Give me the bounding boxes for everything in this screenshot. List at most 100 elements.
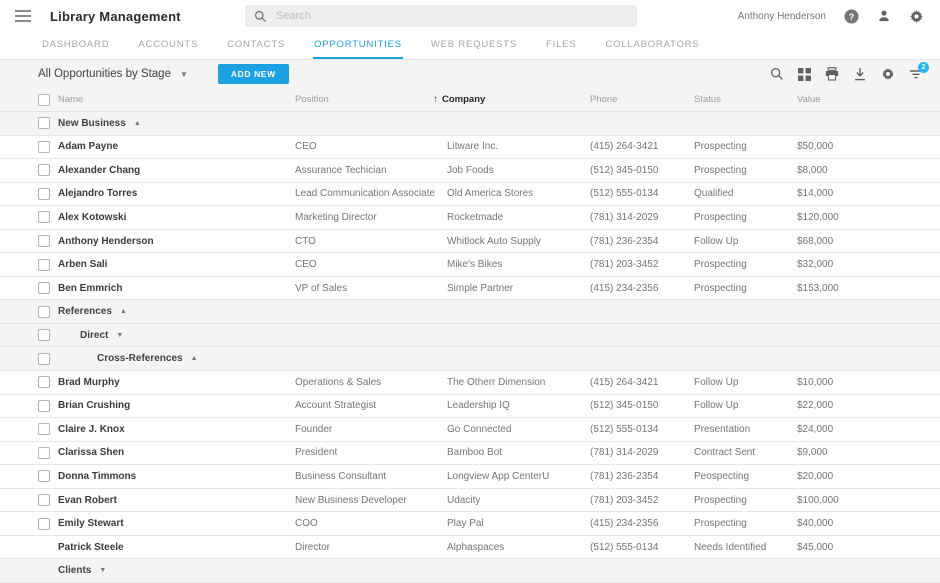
table-row-alejandro-torres[interactable]: Alejandro Torres Lead Communication Assoc…	[0, 182, 940, 207]
chevron-down-icon: ▼	[179, 69, 188, 79]
tab-bar: DASHBOARD ACCOUNTS CONTACTS OPPORTUNITIES WE…	[0, 32, 940, 60]
group-row-direct[interactable]: Direct ▼	[0, 323, 940, 348]
column-header-name[interactable]: Name	[58, 94, 84, 105]
cell-value: $50,000	[797, 141, 834, 153]
cell-phone: (512) 555-0134	[590, 541, 659, 553]
row-checkbox[interactable]	[38, 494, 50, 507]
help-icon[interactable]: ?	[844, 9, 859, 24]
table-row-clarissa-shen[interactable]: Clarissa Shen President Bamboo Bot (781) 31…	[0, 441, 940, 466]
table-row-anthony-henderson[interactable]: Anthony Henderson CTO Whitlock Auto Supply…	[0, 229, 940, 254]
row-checkbox[interactable]	[38, 235, 50, 247]
cell-phone: (781) 314-2029	[590, 447, 659, 459]
row-checkbox[interactable]	[38, 470, 50, 483]
table-row-claire-j-knox[interactable]: Claire J. Knox Founder Go Connected (512) 5…	[0, 418, 940, 442]
group-row-cross-references[interactable]: Cross-References ▲	[0, 347, 940, 372]
column-header-company[interactable]: ↑ Company	[433, 94, 486, 105]
cell-phone: (512) 555-0134	[590, 423, 659, 435]
row-checkbox[interactable]	[38, 117, 50, 130]
table-row-emily-stewart[interactable]: Emily Stewart COO Play Pal (415) 234-2356 Pr…	[0, 512, 940, 536]
row-checkbox[interactable]	[38, 282, 50, 295]
select-all-checkbox[interactable]	[38, 93, 50, 106]
table-row-brad-murphy[interactable]: Brad Murphy Operations & Sales The Otherr …	[0, 371, 940, 395]
cell-company: Old America Stores	[447, 188, 534, 200]
search-bar[interactable]	[245, 5, 637, 27]
cell-name: Alex Kotowski	[58, 211, 127, 223]
tab-accounts[interactable]: ACCOUNTS	[138, 39, 199, 50]
filter-icon[interactable]: 2	[909, 62, 929, 81]
table-row-patrick-steele[interactable]: Patrick Steele Director Alphaspaces (512) 5…	[0, 535, 940, 560]
group-row-references[interactable]: References ▲	[0, 300, 940, 324]
tab-contacts[interactable]: CONTACTS	[227, 39, 286, 50]
row-checkbox[interactable]	[38, 164, 50, 177]
group-caret-icon[interactable]: ▲	[119, 308, 127, 316]
table-row-ben-emmrich[interactable]: Ben Emmrich VP of Sales Simple Partner (415…	[0, 276, 940, 301]
search-icon[interactable]	[770, 67, 784, 81]
add-new-button[interactable]: ADD NEW	[217, 64, 289, 84]
cell-name: Alexander Chang	[58, 164, 141, 176]
group-row-clients[interactable]: Clients ▼	[0, 559, 940, 583]
menu-icon[interactable]	[15, 10, 31, 22]
svg-text:?: ?	[849, 11, 855, 21]
tab-dashboard[interactable]: DASHBOARD	[42, 39, 110, 50]
column-header-phone[interactable]: Phone	[590, 94, 618, 105]
grid-view-icon[interactable]	[798, 67, 811, 81]
row-checkbox[interactable]	[38, 211, 50, 224]
view-selector-dropdown[interactable]: All Opportunities by Stage ▼	[38, 68, 188, 80]
row-checkbox[interactable]	[38, 258, 50, 271]
cell-status: Prospecting	[694, 164, 747, 176]
tab-opportunities[interactable]: OPPORTUNITIES	[313, 32, 403, 59]
row-checkbox[interactable]	[38, 376, 50, 389]
cell-name: Patrick Steele	[58, 541, 124, 553]
table-row-brian-crushing[interactable]: Brian Crushing Account Strategist Leadersh…	[0, 394, 940, 419]
cell-status: Prospecting	[694, 141, 747, 153]
group-caret-icon[interactable]: ▼	[116, 331, 124, 339]
settings-icon[interactable]	[881, 67, 895, 81]
download-icon[interactable]	[853, 67, 867, 81]
cell-company: Longview App CenterU	[447, 470, 550, 482]
row-checkbox[interactable]	[38, 423, 50, 436]
row-checkbox[interactable]	[38, 352, 50, 365]
column-header-position[interactable]: Position	[295, 94, 329, 105]
column-header-status[interactable]: Status	[694, 94, 721, 105]
row-checkbox[interactable]	[38, 305, 50, 318]
column-header-value[interactable]: Value	[797, 94, 821, 105]
cell-position: Marketing Director	[295, 211, 377, 223]
group-label: New Business	[58, 117, 126, 129]
row-checkbox[interactable]	[38, 187, 50, 200]
table-row-alexander-chang[interactable]: Alexander Chang Assurance Techician Job Fo…	[0, 159, 940, 183]
cell-name: Donna Timmons	[58, 470, 137, 482]
cell-status: Presentation	[694, 423, 751, 435]
row-checkbox[interactable]	[38, 399, 50, 412]
row-checkbox[interactable]	[38, 517, 50, 530]
table-row-evan-robert[interactable]: Evan Robert New Business Developer Udacity…	[0, 488, 940, 513]
cell-status: Follow Up	[694, 235, 739, 247]
cell-company: Udacity	[447, 494, 481, 506]
user-name[interactable]: Anthony Henderson	[737, 10, 826, 22]
group-row-new-business[interactable]: New Business ▲	[0, 112, 940, 136]
search-icon	[254, 10, 267, 23]
account-icon[interactable]	[877, 9, 891, 23]
row-checkbox[interactable]	[38, 140, 50, 153]
tab-web-requests[interactable]: WEB REQUESTS	[430, 39, 518, 50]
group-label: Direct	[80, 329, 109, 341]
tab-files[interactable]: FILES	[546, 39, 577, 50]
app-bar: Library Management Anthony Henderson ?	[0, 0, 940, 32]
table-row-adam-payne[interactable]: Adam Payne CEO Litware Inc. (415) 264-3421 P…	[0, 135, 940, 160]
settings-icon[interactable]	[909, 9, 924, 24]
group-caret-icon[interactable]: ▲	[133, 119, 141, 127]
table-row-alex-kotowski[interactable]: Alex Kotowski Marketing Director Rocketmad…	[0, 206, 940, 230]
group-caret-icon[interactable]: ▲	[190, 355, 198, 363]
print-icon[interactable]	[825, 67, 839, 81]
group-caret-icon[interactable]: ▼	[99, 567, 107, 575]
cell-position: Business Consultant	[295, 470, 387, 482]
row-checkbox[interactable]	[38, 446, 50, 459]
row-checkbox[interactable]	[38, 329, 50, 342]
table-row-arben-sali[interactable]: Arben Sali CEO Mike's Bikes (781) 203-3452 P…	[0, 253, 940, 277]
cell-value: $20,000	[797, 470, 834, 482]
tab-collaborators[interactable]: COLLABORATORS	[605, 39, 700, 50]
opportunities-table: Name Position ↑ Company Phone Status Value New…	[0, 88, 940, 583]
cell-value: $22,000	[797, 400, 834, 412]
search-input[interactable]	[276, 10, 628, 22]
cell-status: Prospecting	[694, 494, 747, 506]
table-row-donna-timmons[interactable]: Donna Timmons Business Consultant Longview…	[0, 465, 940, 489]
